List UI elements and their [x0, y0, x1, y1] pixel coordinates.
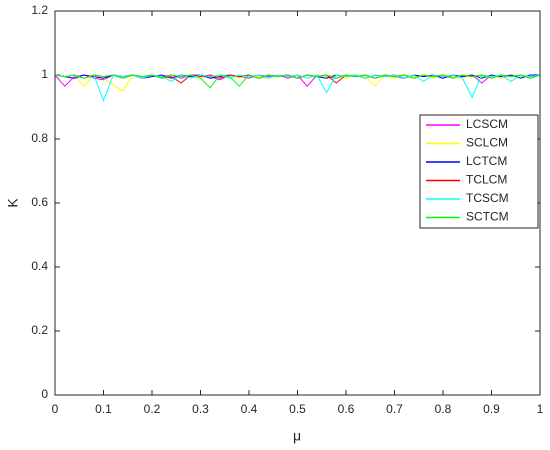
legend-label: LCSCM — [466, 117, 508, 131]
x-tick-label: 0.6 — [338, 402, 355, 416]
y-tick-label: 0.4 — [31, 259, 48, 273]
legend-label: SCLCM — [466, 136, 508, 150]
x-tick-label: 1 — [537, 402, 544, 416]
x-tick-label: 0.2 — [144, 402, 161, 416]
legend-box — [419, 114, 539, 229]
legend-label: TCLCM — [466, 173, 507, 187]
x-tick-label: 0.1 — [95, 402, 112, 416]
data-line — [54, 74, 541, 103]
x-tick-label: 0.8 — [435, 402, 452, 416]
y-tick-label: 1 — [41, 67, 48, 81]
x-tick-label: 0.5 — [289, 402, 306, 416]
x-axis-label: μ — [293, 428, 301, 444]
x-tick-label: 0.7 — [386, 402, 403, 416]
legend-label: SCTCM — [466, 210, 509, 224]
x-tick-label: 0 — [52, 402, 59, 416]
x-tick-label: 0.9 — [483, 402, 500, 416]
x-tick-label: 0.3 — [192, 402, 209, 416]
y-tick-label: 1.2 — [31, 3, 48, 17]
legend-label: TCSCM — [466, 191, 509, 205]
y-tick-label: 0 — [41, 387, 48, 401]
data-line — [54, 74, 541, 89]
x-tick-label: 0.4 — [241, 402, 258, 416]
y-tick-label: 0.8 — [31, 131, 48, 145]
y-axis-label: K — [5, 198, 21, 208]
legend-label: LCTCM — [466, 154, 507, 168]
y-tick-label: 0.6 — [31, 195, 48, 209]
y-tick-label: 0.2 — [31, 323, 48, 337]
axes-frame — [54, 10, 541, 396]
